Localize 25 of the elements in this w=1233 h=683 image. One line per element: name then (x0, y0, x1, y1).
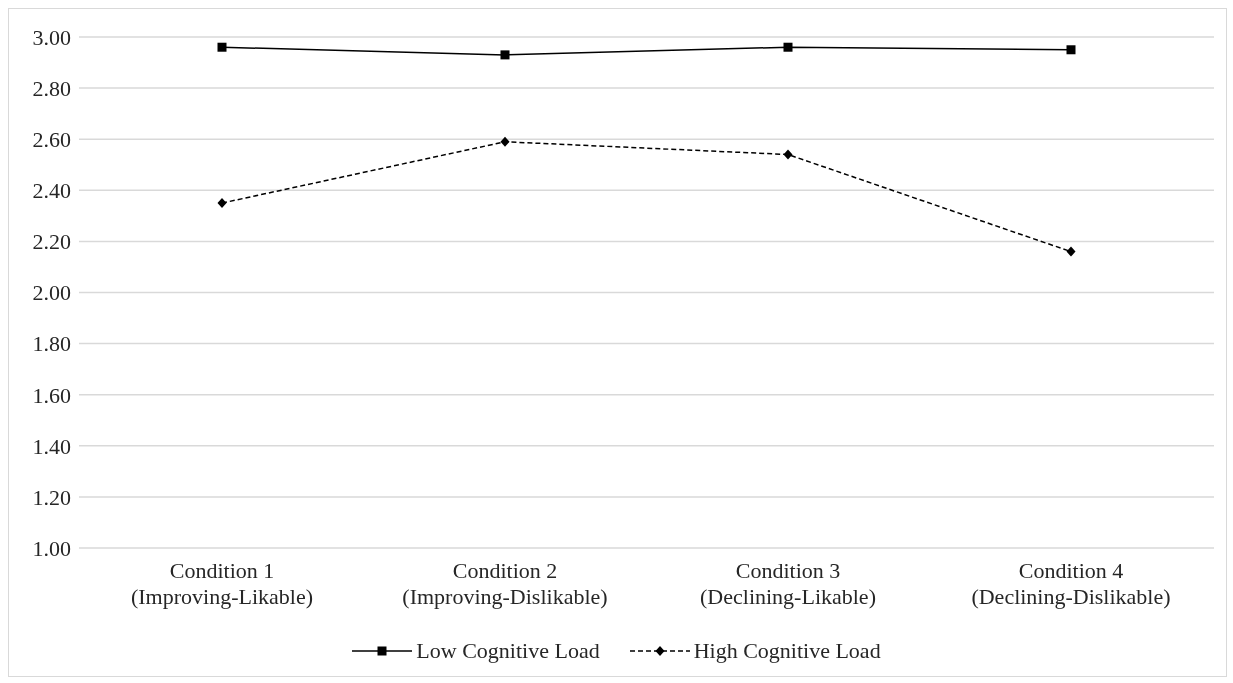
x-tick-label: Condition 1 (Improving-Likable) (130, 558, 314, 609)
legend-label: High Cognitive Load (693, 638, 881, 664)
point (500, 136, 510, 147)
y-tick-label: 1.20 (32, 484, 71, 510)
y-tick-label: 1.60 (32, 382, 71, 408)
y-tick-label: 2.60 (32, 127, 71, 153)
point (217, 42, 227, 52)
y-tick-label: 1.00 (32, 535, 71, 561)
point (500, 50, 510, 60)
point (783, 42, 793, 52)
legend-label: Low Cognitive Load (416, 638, 600, 664)
point (783, 149, 793, 160)
y-tick-label: 2.20 (32, 229, 71, 255)
y-tick-label: 1.80 (32, 331, 71, 357)
y-tick-label: 2.40 (32, 178, 71, 204)
y-tick-label: 2.00 (32, 280, 71, 306)
point (217, 198, 227, 209)
x-tick-label: Condition 3 (Declining-Likable) (700, 558, 876, 609)
point (1066, 246, 1076, 257)
y-tick-label: 2.80 (32, 75, 71, 101)
point (1066, 45, 1076, 55)
x-tick-label: Condition 2 (Improving-Dislikable) (402, 558, 608, 609)
y-tick-label: 1.40 (32, 433, 71, 459)
x-tick-label: Condition 4 (Declining-Dislikable) (971, 558, 1171, 609)
y-tick-label: 3.00 (32, 24, 71, 50)
